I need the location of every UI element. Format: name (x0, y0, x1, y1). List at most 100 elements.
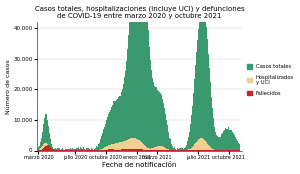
Bar (154, 85, 155, 151)
Bar (62, 150, 63, 151)
Bar (43, 144, 44, 151)
Bar (145, 146, 146, 151)
Bar (44, 118, 45, 151)
Bar (118, 150, 119, 151)
Bar (74, 149, 75, 151)
Bar (138, 0, 139, 151)
Bar (144, 145, 145, 151)
Bar (189, 149, 190, 151)
Bar (63, 150, 64, 151)
Bar (166, 150, 167, 151)
Bar (202, 138, 203, 151)
Bar (142, 0, 143, 151)
Bar (215, 150, 216, 151)
Bar (51, 144, 52, 151)
Bar (235, 136, 236, 151)
Bar (183, 149, 184, 151)
Bar (150, 148, 151, 151)
Bar (99, 143, 100, 151)
Bar (89, 149, 90, 151)
Bar (110, 149, 111, 151)
Bar (171, 150, 172, 151)
Bar (183, 150, 184, 151)
Bar (152, 148, 153, 151)
Bar (168, 132, 169, 151)
Bar (105, 147, 106, 151)
Bar (98, 144, 99, 151)
Bar (119, 143, 120, 151)
Bar (145, 0, 146, 151)
Bar (146, 150, 147, 151)
Bar (159, 150, 160, 151)
Bar (133, 0, 134, 151)
Bar (209, 146, 210, 151)
Bar (154, 86, 155, 151)
Bar (140, 141, 141, 151)
Y-axis label: Número de casos: Número de casos (6, 59, 10, 114)
Bar (215, 132, 216, 151)
Bar (56, 150, 57, 151)
Bar (119, 96, 120, 151)
Bar (159, 146, 160, 151)
Bar (39, 150, 40, 151)
Bar (111, 144, 112, 151)
Bar (113, 101, 114, 151)
Bar (125, 68, 126, 151)
Bar (233, 150, 234, 151)
Bar (136, 139, 137, 151)
Bar (59, 148, 60, 151)
Bar (149, 47, 150, 151)
Bar (121, 92, 122, 151)
Bar (143, 149, 144, 151)
Bar (97, 150, 98, 151)
Legend: Casos totales, Hospitalizados
y UCI, Fallecidos: Casos totales, Hospitalizados y UCI, Fal… (247, 64, 294, 96)
Bar (171, 144, 172, 151)
Bar (78, 148, 79, 151)
Bar (119, 150, 120, 151)
Bar (219, 137, 220, 151)
Bar (160, 93, 161, 151)
Bar (155, 147, 156, 151)
Bar (39, 149, 40, 151)
Bar (147, 150, 148, 151)
Bar (71, 150, 72, 151)
Bar (174, 150, 175, 151)
Bar (182, 150, 183, 151)
Bar (64, 149, 65, 151)
Bar (74, 150, 75, 151)
Bar (115, 144, 116, 151)
Bar (124, 149, 125, 151)
Bar (110, 110, 111, 151)
Bar (163, 103, 164, 151)
Bar (75, 149, 76, 151)
Bar (158, 146, 159, 151)
Bar (41, 150, 42, 151)
Bar (231, 150, 232, 151)
Bar (132, 149, 133, 151)
Bar (214, 150, 215, 151)
Bar (202, 6, 203, 151)
Bar (173, 150, 174, 151)
Bar (156, 87, 157, 151)
Bar (199, 18, 200, 151)
Bar (193, 93, 194, 151)
Bar (223, 130, 224, 151)
Bar (136, 0, 137, 151)
Bar (160, 150, 161, 151)
Bar (131, 138, 132, 151)
Bar (110, 145, 111, 151)
Bar (205, 14, 206, 151)
Bar (82, 149, 83, 151)
Bar (46, 114, 47, 151)
Bar (146, 147, 147, 151)
Bar (185, 147, 186, 151)
Bar (126, 61, 127, 151)
Bar (200, 139, 201, 151)
Bar (104, 150, 105, 151)
Bar (194, 144, 195, 151)
Bar (173, 148, 174, 151)
Bar (190, 122, 191, 151)
Bar (144, 150, 145, 151)
Bar (157, 146, 158, 151)
Bar (61, 148, 62, 151)
